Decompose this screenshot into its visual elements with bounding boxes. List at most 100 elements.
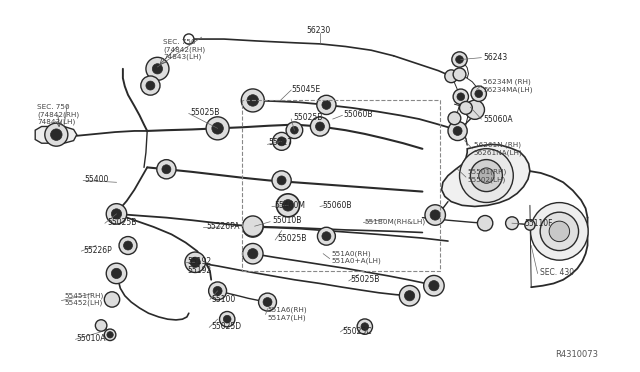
Text: 551B0M(RH&LH): 551B0M(RH&LH) [365, 218, 426, 225]
Circle shape [357, 319, 372, 334]
Circle shape [531, 203, 588, 260]
Circle shape [184, 34, 194, 44]
Circle shape [259, 293, 276, 311]
Text: 55025D: 55025D [211, 322, 241, 331]
Text: 56230: 56230 [307, 26, 331, 35]
Circle shape [111, 268, 122, 279]
Circle shape [263, 298, 272, 307]
Circle shape [425, 205, 445, 225]
Text: 55045E: 55045E [291, 85, 321, 94]
Circle shape [51, 129, 62, 140]
Circle shape [206, 117, 229, 140]
Circle shape [446, 71, 456, 81]
Circle shape [448, 121, 467, 141]
Circle shape [190, 257, 200, 267]
Circle shape [162, 165, 171, 174]
Circle shape [429, 280, 439, 291]
Text: 55010A: 55010A [77, 334, 106, 343]
Polygon shape [35, 126, 77, 143]
Circle shape [157, 160, 176, 179]
Circle shape [465, 100, 484, 119]
Circle shape [361, 323, 369, 330]
Circle shape [316, 122, 324, 131]
Text: SEC. 430: SEC. 430 [540, 268, 573, 277]
Text: 55025B: 55025B [277, 234, 307, 243]
Circle shape [45, 123, 68, 146]
Text: 55060B: 55060B [322, 201, 351, 210]
Text: 551A0(RH)
551A0+A(LH): 551A0(RH) 551A0+A(LH) [332, 250, 381, 264]
Circle shape [291, 126, 298, 134]
Text: 55060B: 55060B [344, 110, 373, 119]
Circle shape [475, 90, 483, 97]
Circle shape [209, 282, 227, 300]
Circle shape [399, 285, 420, 306]
Circle shape [272, 171, 291, 190]
Circle shape [248, 222, 258, 232]
Circle shape [445, 70, 458, 83]
Circle shape [107, 331, 113, 338]
Circle shape [453, 126, 462, 135]
Circle shape [104, 292, 120, 307]
Text: SEC. 750
(74842(RH)
74843(LH): SEC. 750 (74842(RH) 74843(LH) [163, 39, 205, 60]
Text: 55025B: 55025B [293, 113, 323, 122]
Circle shape [241, 89, 264, 112]
Circle shape [95, 320, 107, 331]
Circle shape [146, 57, 169, 80]
Circle shape [322, 100, 331, 109]
Circle shape [460, 149, 513, 202]
Circle shape [525, 220, 535, 230]
Circle shape [457, 93, 465, 100]
Circle shape [540, 212, 579, 251]
Text: 55451(RH)
55452(LH): 55451(RH) 55452(LH) [64, 292, 103, 307]
Text: 55400: 55400 [84, 175, 109, 184]
Text: 551A6(RH)
551A7(LH): 551A6(RH) 551A7(LH) [268, 307, 307, 321]
Text: 56243: 56243 [483, 53, 508, 62]
Circle shape [106, 203, 127, 224]
Circle shape [452, 52, 467, 67]
Text: 55025C: 55025C [342, 327, 372, 336]
Circle shape [456, 56, 463, 63]
Circle shape [223, 315, 231, 323]
Circle shape [212, 123, 223, 134]
Circle shape [104, 329, 116, 340]
Circle shape [317, 95, 336, 115]
Circle shape [152, 64, 163, 74]
Circle shape [213, 286, 222, 295]
Circle shape [479, 168, 494, 183]
Circle shape [310, 117, 330, 136]
Circle shape [185, 252, 205, 273]
Circle shape [243, 216, 263, 237]
Text: R4310073: R4310073 [556, 350, 598, 359]
Text: 55192: 55192 [188, 266, 212, 275]
Circle shape [119, 237, 137, 254]
Text: 55501(RH)
55502(LH): 55501(RH) 55502(LH) [467, 169, 506, 183]
Circle shape [453, 89, 468, 105]
Circle shape [322, 232, 331, 241]
Circle shape [404, 291, 415, 301]
Circle shape [243, 217, 263, 237]
Circle shape [146, 81, 155, 90]
Text: 55025B: 55025B [191, 108, 220, 117]
Circle shape [471, 86, 486, 102]
Text: 55192: 55192 [188, 257, 212, 266]
Circle shape [273, 132, 291, 150]
Bar [242, 100, 440, 271]
Circle shape [286, 122, 303, 138]
Circle shape [317, 227, 335, 245]
Circle shape [124, 241, 132, 250]
Text: 56234M (RH)
56234MA(LH): 56234M (RH) 56234MA(LH) [483, 78, 532, 93]
Circle shape [277, 176, 286, 185]
Circle shape [477, 215, 493, 231]
Text: 55010B: 55010B [272, 216, 301, 225]
Circle shape [460, 102, 472, 114]
Text: 55460M: 55460M [274, 201, 305, 210]
Text: 55025B: 55025B [108, 218, 137, 227]
Text: 55025B: 55025B [351, 275, 380, 284]
Text: SEC. 750
(74842(RH)
74843(LH): SEC. 750 (74842(RH) 74843(LH) [37, 104, 79, 125]
Circle shape [111, 209, 122, 219]
Text: 55060A: 55060A [483, 115, 513, 124]
Circle shape [424, 275, 444, 296]
Text: 56261N (RH)
56261NA(LH): 56261N (RH) 56261NA(LH) [474, 142, 522, 156]
Circle shape [243, 243, 263, 264]
Circle shape [506, 217, 518, 230]
